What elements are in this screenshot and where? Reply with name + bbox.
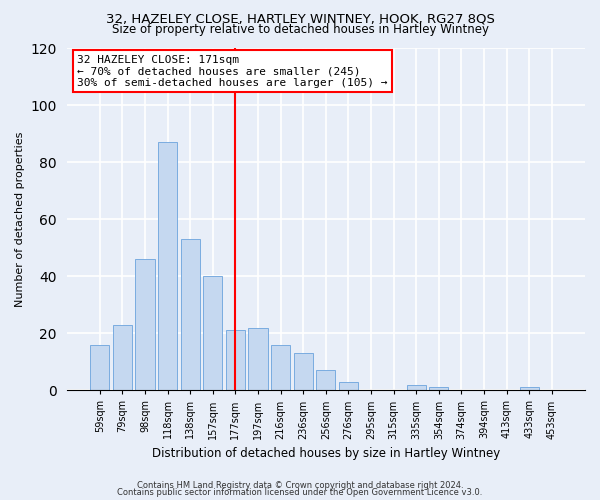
Y-axis label: Number of detached properties: Number of detached properties — [15, 132, 25, 307]
Bar — [520, 388, 539, 390]
Bar — [293, 353, 313, 391]
Bar — [203, 276, 223, 390]
Bar — [271, 344, 290, 391]
Text: 32, HAZELEY CLOSE, HARTLEY WINTNEY, HOOK, RG27 8QS: 32, HAZELEY CLOSE, HARTLEY WINTNEY, HOOK… — [106, 12, 494, 26]
Bar — [316, 370, 335, 390]
X-axis label: Distribution of detached houses by size in Hartley Wintney: Distribution of detached houses by size … — [152, 447, 500, 460]
Bar — [226, 330, 245, 390]
Bar — [339, 382, 358, 390]
Bar — [248, 328, 268, 390]
Bar — [407, 384, 426, 390]
Bar — [181, 239, 200, 390]
Text: Contains public sector information licensed under the Open Government Licence v3: Contains public sector information licen… — [118, 488, 482, 497]
Text: 32 HAZELEY CLOSE: 171sqm
← 70% of detached houses are smaller (245)
30% of semi-: 32 HAZELEY CLOSE: 171sqm ← 70% of detach… — [77, 55, 388, 88]
Bar — [136, 259, 155, 390]
Text: Size of property relative to detached houses in Hartley Wintney: Size of property relative to detached ho… — [112, 22, 488, 36]
Bar — [113, 324, 132, 390]
Bar — [90, 344, 109, 391]
Text: Contains HM Land Registry data © Crown copyright and database right 2024.: Contains HM Land Registry data © Crown c… — [137, 480, 463, 490]
Bar — [158, 142, 177, 390]
Bar — [429, 388, 448, 390]
